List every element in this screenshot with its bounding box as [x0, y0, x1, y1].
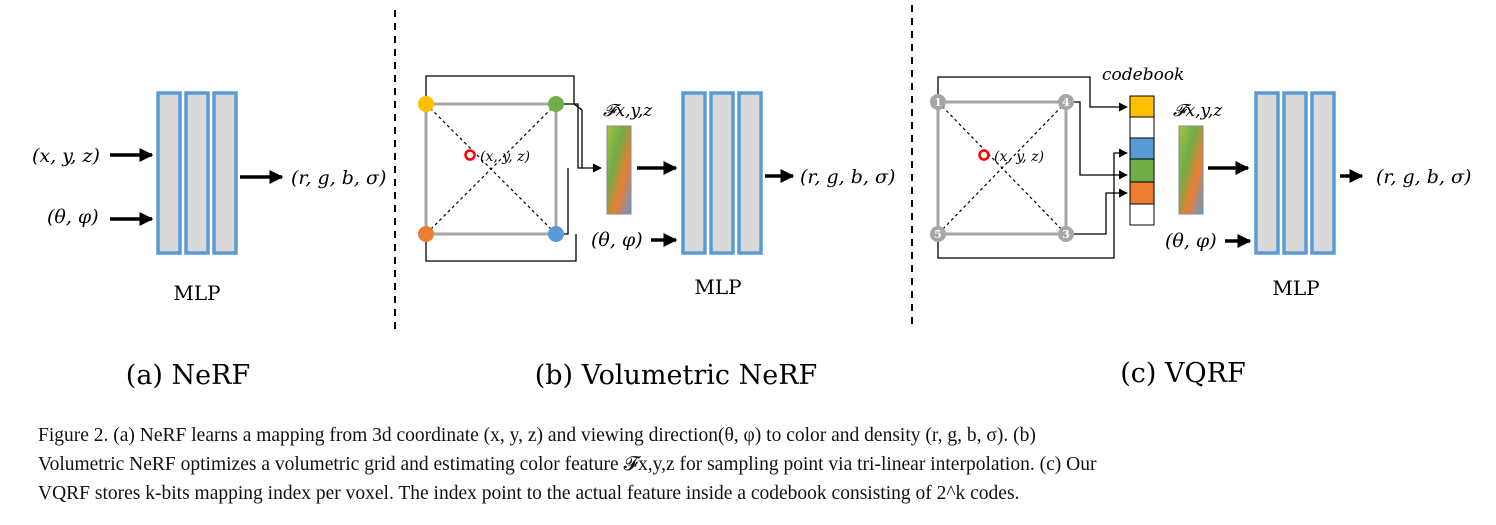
routing-line [573, 103, 583, 168]
panel-a: (x, y, z) (θ, φ) (r, g, b, σ) MLP (a) Ne… [32, 91, 386, 391]
panel-title: (a) NeRF [126, 360, 250, 391]
input-coord-label: (x, y, z) [32, 145, 100, 167]
sample-point [464, 149, 476, 161]
mlp-layer [681, 91, 707, 255]
panel-c: codebook 1 4 5 3 (x, y, z) 𝓕x,y,z [930, 65, 1471, 389]
mlp-layer [737, 91, 763, 255]
mlp-layer [156, 91, 182, 255]
codebook-entry [1129, 158, 1155, 183]
routing-line [937, 76, 1128, 112]
feature-vector [606, 125, 632, 215]
corner-node-green [548, 96, 564, 112]
corner-index: 3 [1062, 228, 1070, 241]
output-label: (r, g, b, σ) [1376, 166, 1471, 188]
mlp-layer [1254, 91, 1280, 255]
view-input-label: (θ, φ) [1165, 230, 1217, 252]
corner-node [1058, 226, 1074, 242]
interp-line [937, 101, 1067, 235]
mlp-layer [212, 91, 238, 255]
sample-point-label: (x, y, z) [994, 149, 1044, 165]
figure-caption: Figure 2. (a) NeRF learns a mapping from… [38, 421, 1478, 508]
voxel-cell [424, 102, 558, 236]
mlp-layer [1282, 91, 1308, 255]
corner-index: 5 [934, 228, 942, 241]
corner-node [930, 226, 946, 242]
corner-node-blue [548, 226, 564, 242]
output-label: (r, g, b, σ) [291, 167, 386, 189]
feature-vector [1178, 125, 1204, 215]
corner-node-yellow [418, 96, 434, 112]
mlp-layer [1310, 91, 1336, 255]
panel-b: (x, y, z) 𝓕x,y,z (θ, φ) (r, g, b, σ) MLP… [418, 75, 895, 391]
mlp-label: MLP [173, 281, 220, 305]
routing-line [1066, 101, 1128, 180]
codebook-label: codebook [1102, 65, 1184, 85]
view-input-label: (θ, φ) [591, 229, 643, 251]
input-view-label: (θ, φ) [47, 206, 99, 228]
panel-title: (c) VQRF [1120, 358, 1245, 389]
mlp-label: MLP [694, 275, 741, 299]
output-label: (r, g, b, σ) [800, 166, 895, 188]
corner-node-orange [418, 226, 434, 242]
routing-line [1066, 188, 1128, 235]
corner-index: 4 [1062, 96, 1070, 109]
interp-line [425, 103, 557, 235]
codebook-stack [1129, 95, 1155, 226]
codebook-entry [1129, 137, 1155, 160]
sample-point [978, 149, 990, 161]
mlp-layer [184, 91, 210, 255]
mlp-label: MLP [1272, 276, 1319, 300]
sample-point-label: (x, y, z) [480, 149, 530, 165]
mlp-block [156, 91, 238, 255]
routing-line [556, 168, 569, 235]
voxel-cell [936, 100, 1068, 236]
corner-node [1058, 94, 1074, 110]
corner-node [930, 94, 946, 110]
feature-label: 𝓕x,y,z [603, 101, 653, 121]
codebook-entry [1129, 203, 1155, 226]
routing-line [937, 148, 1128, 259]
routing-line [425, 75, 575, 104]
mlp-block [681, 91, 763, 255]
codebook-entry [1129, 116, 1155, 139]
mlp-block [1254, 91, 1336, 255]
caption-line-2: Volumetric NeRF optimizes a volumetric g… [38, 454, 1097, 475]
mlp-layer [709, 91, 735, 255]
codebook-entry [1129, 95, 1155, 118]
feature-label: 𝓕x,y,z [1173, 101, 1223, 121]
corner-index: 1 [934, 96, 942, 109]
codebook-entry [1129, 181, 1155, 205]
figure-diagram: (x, y, z) (θ, φ) (r, g, b, σ) MLP (a) Ne… [32, 5, 1471, 391]
routing-line [425, 234, 577, 262]
routing-line [556, 103, 602, 173]
caption-line-1: Figure 2. (a) NeRF learns a mapping from… [38, 425, 1036, 446]
panel-title: (b) Volumetric NeRF [535, 360, 818, 391]
caption-line-3: VQRF stores k-bits mapping index per vox… [38, 483, 1020, 504]
